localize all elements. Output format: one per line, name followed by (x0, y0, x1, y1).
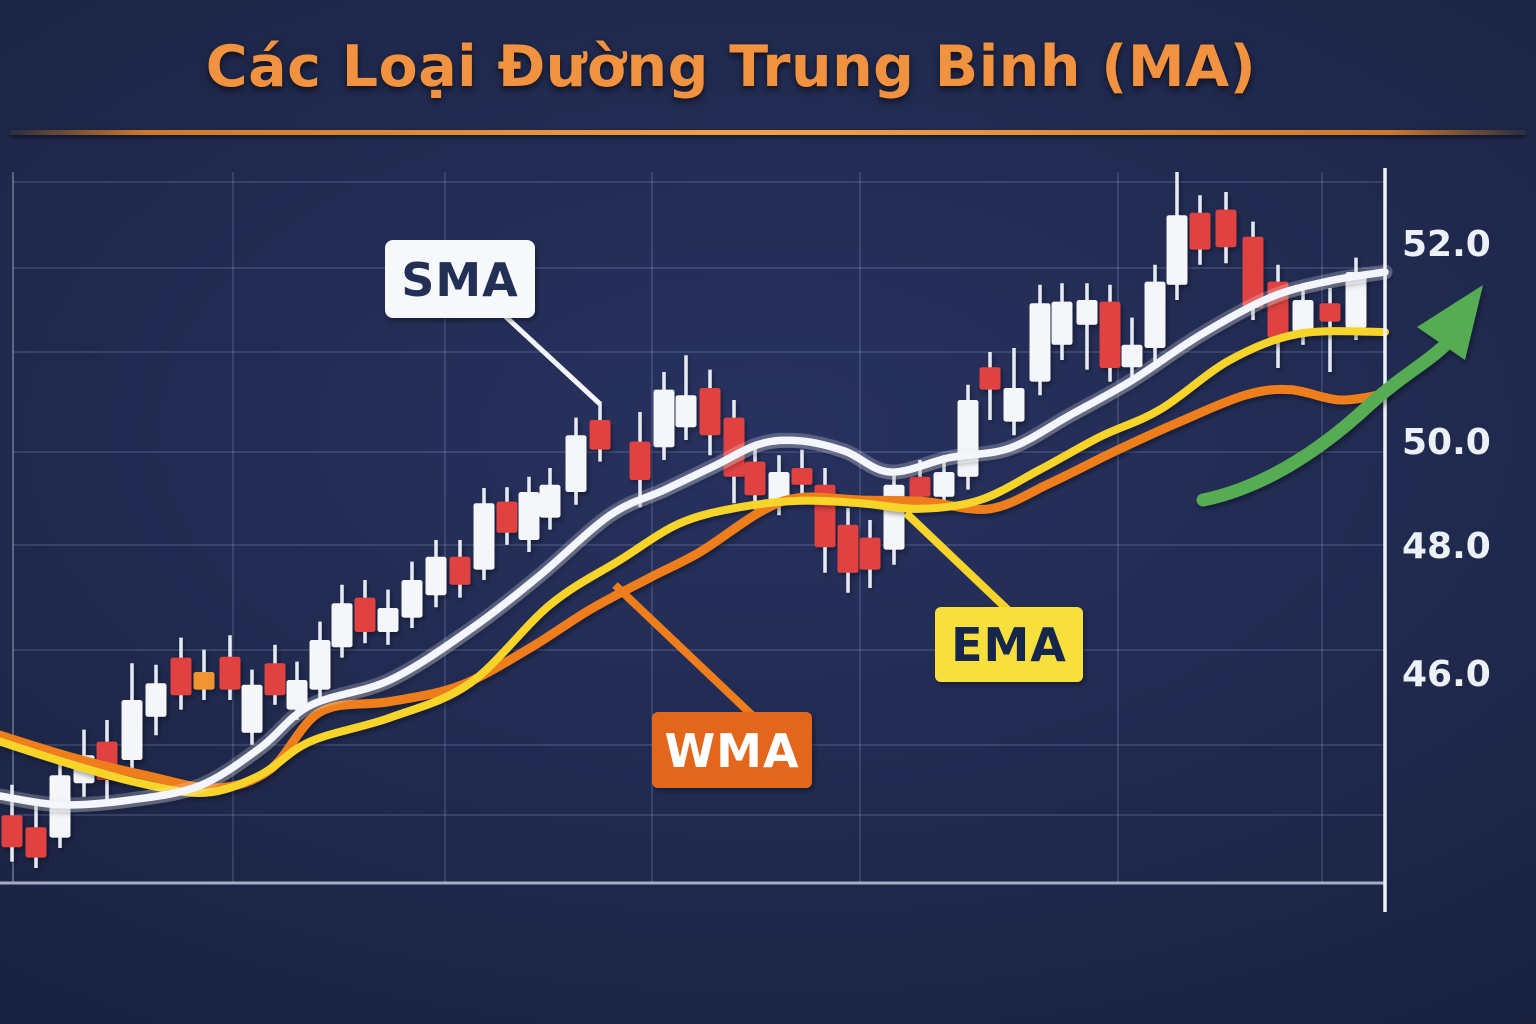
candle-body (1242, 236, 1264, 308)
wma-pointer-line (612, 582, 756, 719)
candle-body (496, 501, 518, 533)
candle-body (1144, 281, 1166, 348)
candle-body (565, 435, 587, 492)
sma-line (0, 268, 1389, 809)
uptrend-arrow-head (1417, 285, 1483, 360)
candle-body (909, 476, 931, 497)
candle-body (518, 492, 540, 540)
candle-body (1121, 344, 1143, 368)
y-tick-52: 52.0 (1402, 224, 1491, 265)
candle-body (589, 420, 611, 450)
candle-body (1, 815, 23, 848)
candle-body (768, 472, 790, 504)
candle-body (1319, 303, 1341, 322)
candle-body (744, 461, 766, 496)
candle-body (219, 656, 241, 690)
uptrend-arrow-shaft (1196, 338, 1452, 507)
candle-body (309, 640, 331, 690)
candle-body (957, 400, 979, 477)
candle-body (883, 484, 905, 550)
ema-pointer-line (903, 510, 1011, 613)
page-title: Các Loại Đường Trung Binh (MA) (205, 34, 1257, 100)
sma-callout: SMA (385, 240, 602, 406)
ema-line (0, 327, 1389, 797)
candle-body (193, 672, 215, 690)
candle-body (791, 468, 813, 485)
moving-average-lines (0, 264, 1393, 813)
uptrend-arrow-icon (1196, 285, 1483, 507)
wma-label-text: WMA (664, 724, 799, 778)
y-axis-ticks: 52.0 50.0 48.0 46.0 (1402, 224, 1491, 695)
y-tick-48: 48.0 (1402, 526, 1491, 567)
candle-body (629, 441, 651, 480)
sma-label-box (385, 240, 535, 318)
sma-label-text: SMA (401, 253, 519, 307)
candle-body (1051, 301, 1073, 345)
candle-body (331, 603, 353, 648)
candle-body (699, 388, 721, 436)
candle-body (1345, 272, 1367, 328)
candle-body (837, 524, 859, 573)
candle-body (1076, 300, 1098, 325)
sma-pointer-line (503, 314, 602, 406)
candle-body (675, 395, 697, 428)
candle-body (473, 503, 495, 570)
candle-body (1029, 303, 1051, 382)
candle-body (1166, 215, 1188, 285)
title-divider (10, 130, 1526, 135)
candle-body (425, 556, 447, 596)
candle-body (859, 537, 881, 570)
candle-body (401, 580, 423, 618)
wma-label-box (652, 712, 812, 788)
candle-body (264, 663, 286, 696)
wma-callout: WMA (612, 582, 812, 788)
candle-body (145, 683, 167, 717)
candle-body (1189, 212, 1211, 250)
candle-body (933, 472, 955, 497)
candle-body (241, 684, 263, 733)
candle-body (1292, 300, 1314, 332)
candle-body (1215, 209, 1237, 248)
candle-body (1003, 388, 1025, 422)
candle-body (354, 597, 376, 632)
candle-body (121, 700, 143, 760)
candle-body (25, 827, 47, 858)
candle-body (449, 556, 471, 585)
candle-body (170, 657, 192, 696)
y-tick-50: 50.0 (1402, 422, 1491, 463)
candle-body (377, 608, 399, 632)
candle-body (653, 389, 675, 448)
candle-body (539, 484, 561, 518)
y-tick-46: 46.0 (1402, 654, 1491, 695)
candle-body (979, 367, 1001, 390)
ema-label-box (935, 607, 1083, 682)
candle-body (1099, 301, 1121, 368)
ema-label-text: EMA (951, 618, 1067, 672)
ema-callout: EMA (903, 510, 1083, 682)
